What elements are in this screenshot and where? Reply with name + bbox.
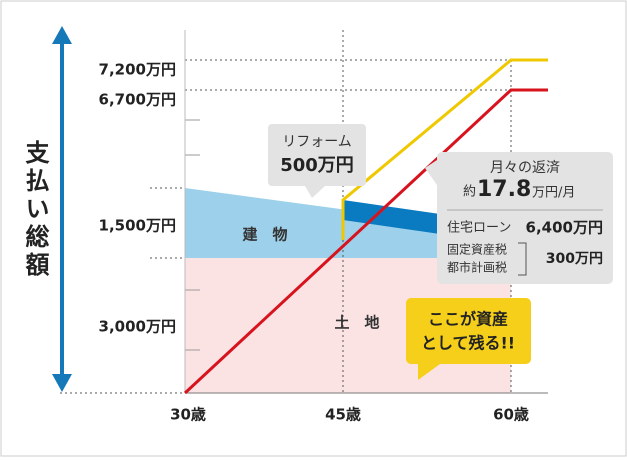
box-text: 固定資産税 xyxy=(447,242,507,257)
box-amount: 17.8 xyxy=(477,177,531,202)
callout-pointer xyxy=(305,186,325,198)
note-text: ここが資産 xyxy=(428,310,508,329)
red-line xyxy=(183,88,548,395)
box-text: 住宅ローン xyxy=(447,221,511,236)
y-label: 1,500万円 xyxy=(99,217,176,235)
box-title: 月々の返済 xyxy=(490,160,560,176)
arrow-head xyxy=(52,374,72,392)
callout xyxy=(268,124,366,186)
area-label: 土 地 xyxy=(334,314,379,332)
box-pointer xyxy=(425,160,437,185)
box-text: 約 xyxy=(463,185,476,200)
arrow-head xyxy=(52,26,72,44)
note-box xyxy=(406,298,531,364)
callout-text: リフォーム xyxy=(282,134,352,150)
note-pointer xyxy=(418,364,440,380)
box-text: 万円/月 xyxy=(532,186,575,201)
y-label: 7,200万円 xyxy=(99,61,176,79)
box-text: 6,400万円 xyxy=(526,219,603,237)
ticks xyxy=(185,119,200,351)
yellow-line xyxy=(341,58,548,240)
box-text: 都市計画税 xyxy=(447,260,507,275)
y-label: 3,000万円 xyxy=(99,318,176,336)
area-label: 建 物 xyxy=(242,226,287,244)
x-label: 45歳 xyxy=(325,406,361,424)
callout-text: 500万円 xyxy=(280,155,354,176)
box-text: 300万円 xyxy=(546,251,603,267)
y-label: 6,700万円 xyxy=(99,91,176,109)
axis-title: 支払い総額 xyxy=(21,140,49,280)
bracket xyxy=(518,242,527,276)
reform-band xyxy=(343,200,440,234)
note-text: として残る!! xyxy=(421,334,515,353)
building-area xyxy=(185,188,511,258)
x-label: 60歳 xyxy=(493,406,529,424)
x-label: 30歳 xyxy=(170,406,206,424)
repayment-box xyxy=(437,152,613,284)
